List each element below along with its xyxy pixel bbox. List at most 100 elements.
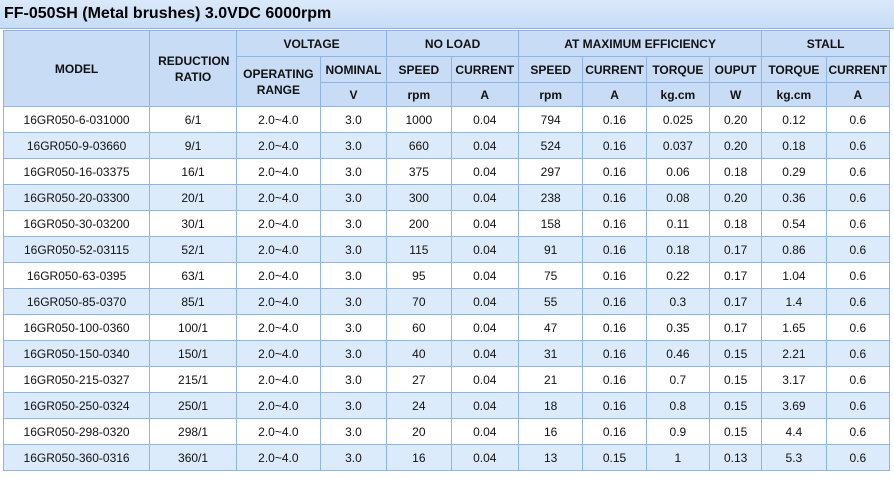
cell-reduction-ratio: 6/1	[149, 106, 237, 133]
cell-st-torque: 1.65	[761, 314, 827, 341]
cell-me-torque: 0.08	[645, 184, 711, 211]
cell-operating-range: 2.0~4.0	[235, 236, 321, 263]
cell-me-output: 0.20	[709, 132, 763, 159]
cell-nominal-voltage: 3.0	[319, 132, 388, 159]
cell-reduction-ratio: 215/1	[149, 366, 237, 393]
cell-me-speed: 47	[517, 314, 584, 341]
table-row: 16GR050-9-03660 9/1 2.0~4.0 3.0 660 0.04 524 0.…	[2, 132, 891, 159]
cell-st-torque: 3.69	[761, 392, 827, 419]
cell-me-speed: 158	[517, 210, 584, 237]
table-row: 16GR050-16-03375 16/1 2.0~4.0 3.0 375 0.04 297…	[2, 158, 891, 185]
cell-reduction-ratio: 85/1	[149, 288, 237, 315]
cell-st-current: 0.6	[825, 340, 891, 367]
cell-model: 16GR050-150-0340	[2, 340, 151, 367]
cell-me-output: 0.18	[709, 210, 763, 237]
title-bar: FF-050SH (Metal brushes) 3.0VDC 6000rpm	[0, 0, 894, 29]
header-nominal: NOMINAL	[319, 56, 388, 83]
cell-nominal-voltage: 3.0	[319, 236, 388, 263]
cell-reduction-ratio: 63/1	[149, 262, 237, 289]
cell-me-current: 0.16	[582, 418, 647, 445]
cell-nl-current: 0.04	[450, 314, 519, 341]
cell-nl-speed: 24	[386, 392, 452, 419]
cell-st-current: 0.6	[825, 158, 891, 185]
cell-me-torque: 0.8	[645, 392, 711, 419]
unit-nominal: V	[319, 82, 388, 107]
cell-nl-current: 0.04	[450, 366, 519, 393]
cell-me-torque: 0.18	[645, 236, 711, 263]
cell-me-output: 0.15	[709, 418, 763, 445]
cell-reduction-ratio: 16/1	[149, 158, 237, 185]
cell-nl-speed: 70	[386, 288, 452, 315]
cell-operating-range: 2.0~4.0	[235, 288, 321, 315]
cell-st-current: 0.6	[825, 314, 891, 341]
cell-reduction-ratio: 298/1	[149, 418, 237, 445]
unit-me-speed: rpm	[517, 82, 584, 107]
table-row: 16GR050-100-0360 100/1 2.0~4.0 3.0 60 0.04 47 0…	[2, 314, 891, 341]
cell-me-torque: 0.7	[645, 366, 711, 393]
cell-st-torque: 2.21	[761, 340, 827, 367]
header-no-load: NO LOAD	[386, 30, 519, 57]
table-row: 16GR050-20-03300 20/1 2.0~4.0 3.0 300 0.04 238…	[2, 184, 891, 211]
cell-operating-range: 2.0~4.0	[235, 418, 321, 445]
cell-me-speed: 13	[517, 444, 584, 471]
header-reduction-ratio: REDUCTION RATIO	[149, 30, 237, 107]
cell-me-current: 0.16	[582, 340, 647, 367]
cell-reduction-ratio: 30/1	[149, 210, 237, 237]
table-row: 16GR050-150-0340 150/1 2.0~4.0 3.0 40 0.04 31 0…	[2, 340, 891, 367]
cell-nominal-voltage: 3.0	[319, 418, 388, 445]
cell-nl-current: 0.04	[450, 392, 519, 419]
header-voltage: VOLTAGE	[235, 30, 388, 57]
cell-nominal-voltage: 3.0	[319, 184, 388, 211]
unit-me-current: A	[582, 82, 647, 107]
cell-me-torque: 0.11	[645, 210, 711, 237]
cell-me-speed: 31	[517, 340, 584, 367]
cell-me-output: 0.20	[709, 106, 763, 133]
table-row: 16GR050-52-03115 52/1 2.0~4.0 3.0 115 0.04 91 0…	[2, 236, 891, 263]
header-st-current: CURRENT	[825, 56, 891, 83]
cell-me-output: 0.15	[709, 366, 763, 393]
cell-operating-range: 2.0~4.0	[235, 158, 321, 185]
table-row: 16GR050-298-0320 298/1 2.0~4.0 3.0 20 0.04 16 0…	[2, 418, 891, 445]
cell-me-speed: 18	[517, 392, 584, 419]
cell-me-output: 0.15	[709, 340, 763, 367]
header-st-torque: TORQUE	[761, 56, 827, 83]
cell-st-torque: 0.12	[761, 106, 827, 133]
cell-me-speed: 794	[517, 106, 584, 133]
cell-model: 16GR050-360-0316	[2, 444, 151, 471]
cell-st-torque: 3.17	[761, 366, 827, 393]
cell-model: 16GR050-250-0324	[2, 392, 151, 419]
cell-nl-current: 0.04	[450, 236, 519, 263]
cell-me-speed: 524	[517, 132, 584, 159]
cell-nl-speed: 660	[386, 132, 452, 159]
cell-operating-range: 2.0~4.0	[235, 444, 321, 471]
cell-me-current: 0.16	[582, 288, 647, 315]
cell-me-output: 0.15	[709, 392, 763, 419]
cell-me-torque: 0.22	[645, 262, 711, 289]
cell-st-current: 0.6	[825, 366, 891, 393]
cell-st-torque: 5.3	[761, 444, 827, 471]
header-me-torque: TORQUE	[645, 56, 711, 83]
cell-model: 16GR050-16-03375	[2, 158, 151, 185]
cell-nominal-voltage: 3.0	[319, 288, 388, 315]
cell-model: 16GR050-6-031000	[2, 106, 151, 133]
cell-nl-speed: 300	[386, 184, 452, 211]
cell-operating-range: 2.0~4.0	[235, 392, 321, 419]
cell-me-output: 0.17	[709, 236, 763, 263]
cell-nl-speed: 200	[386, 210, 452, 237]
cell-me-speed: 91	[517, 236, 584, 263]
unit-nl-speed: rpm	[386, 82, 452, 107]
unit-me-output: W	[709, 82, 763, 107]
cell-nominal-voltage: 3.0	[319, 392, 388, 419]
cell-reduction-ratio: 9/1	[149, 132, 237, 159]
cell-nominal-voltage: 3.0	[319, 314, 388, 341]
cell-me-speed: 297	[517, 158, 584, 185]
cell-nl-current: 0.04	[450, 184, 519, 211]
cell-nl-speed: 95	[386, 262, 452, 289]
cell-nominal-voltage: 3.0	[319, 158, 388, 185]
cell-nominal-voltage: 3.0	[319, 340, 388, 367]
cell-st-torque: 0.18	[761, 132, 827, 159]
header-stall: STALL	[761, 30, 890, 57]
cell-model: 16GR050-30-03200	[2, 210, 151, 237]
cell-me-current: 0.16	[582, 106, 647, 133]
cell-model: 16GR050-63-0395	[2, 262, 151, 289]
